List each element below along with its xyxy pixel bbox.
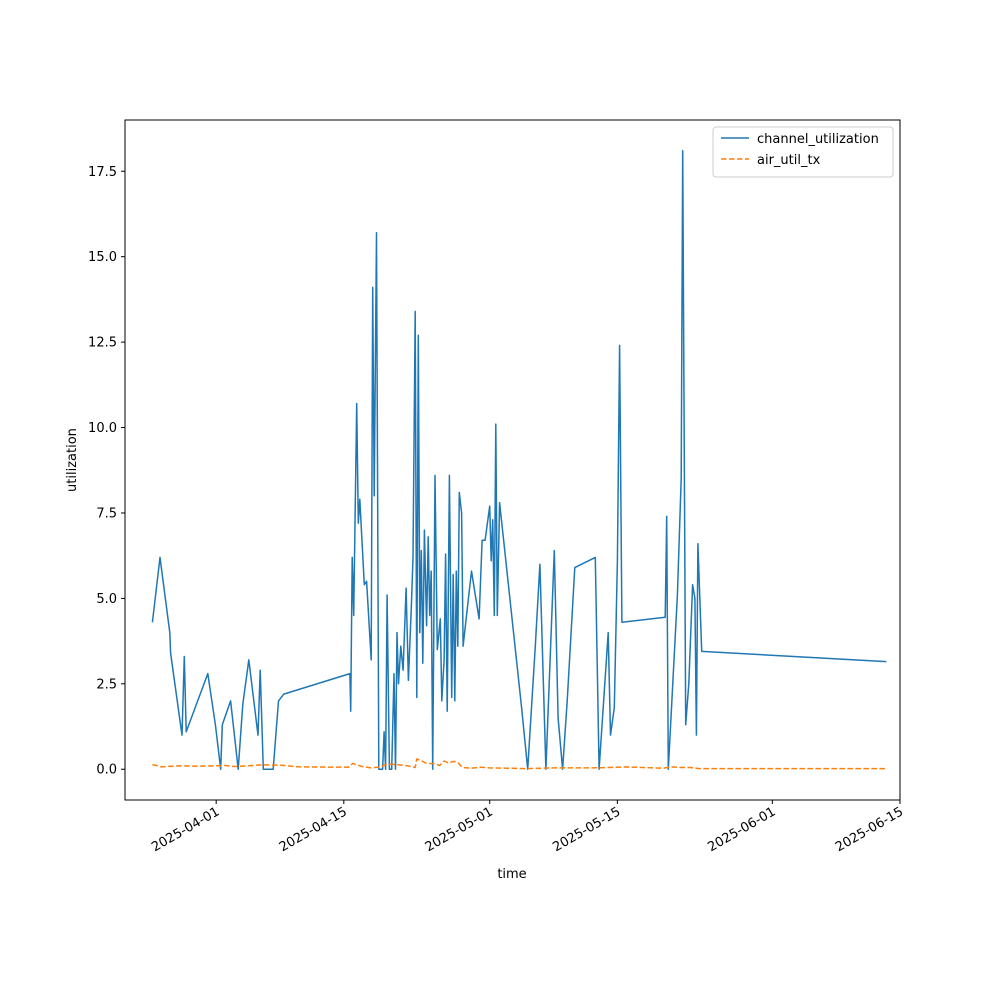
x-tick-label: 2025-05-15 (550, 804, 623, 855)
x-axis-label: time (497, 867, 526, 882)
x-tick-label: 2025-04-15 (277, 804, 350, 855)
y-tick-label: 7.5 (96, 506, 117, 521)
x-tick-label: 2025-06-01 (705, 804, 778, 855)
y-tick-label: 2.5 (96, 677, 117, 692)
y-tick-label: 12.5 (88, 336, 117, 351)
series-line-channel-utilization (151, 150, 887, 770)
x-tick-label: 2025-06-15 (833, 804, 906, 855)
legend-box (712, 126, 894, 178)
y-tick-label: 15.0 (88, 250, 117, 265)
y-tick-label: 0.0 (96, 763, 117, 778)
plot-lines (151, 150, 887, 770)
legend: channel_utilization air_util_tx (712, 126, 894, 178)
x-tick-label: 2025-04-01 (149, 804, 222, 855)
y-axis-ticks: 0.0 2.5 5.0 7.5 10.0 12.5 15.0 17.5 (88, 165, 125, 778)
x-axis-ticks: 2025-04-01 2025-04-15 2025-05-01 2025-05-15… (149, 800, 906, 855)
legend-label: air_util_tx (757, 153, 821, 168)
y-tick-label: 10.0 (88, 421, 117, 436)
y-tick-label: 17.5 (88, 165, 117, 180)
x-tick-label: 2025-05-01 (423, 804, 496, 855)
series-line-air-util-tx (152, 758, 887, 770)
y-axis-label: utilization (65, 428, 80, 492)
legend-label: channel_utilization (757, 132, 879, 147)
y-tick-label: 5.0 (96, 592, 117, 607)
plot-frame (124, 119, 901, 801)
